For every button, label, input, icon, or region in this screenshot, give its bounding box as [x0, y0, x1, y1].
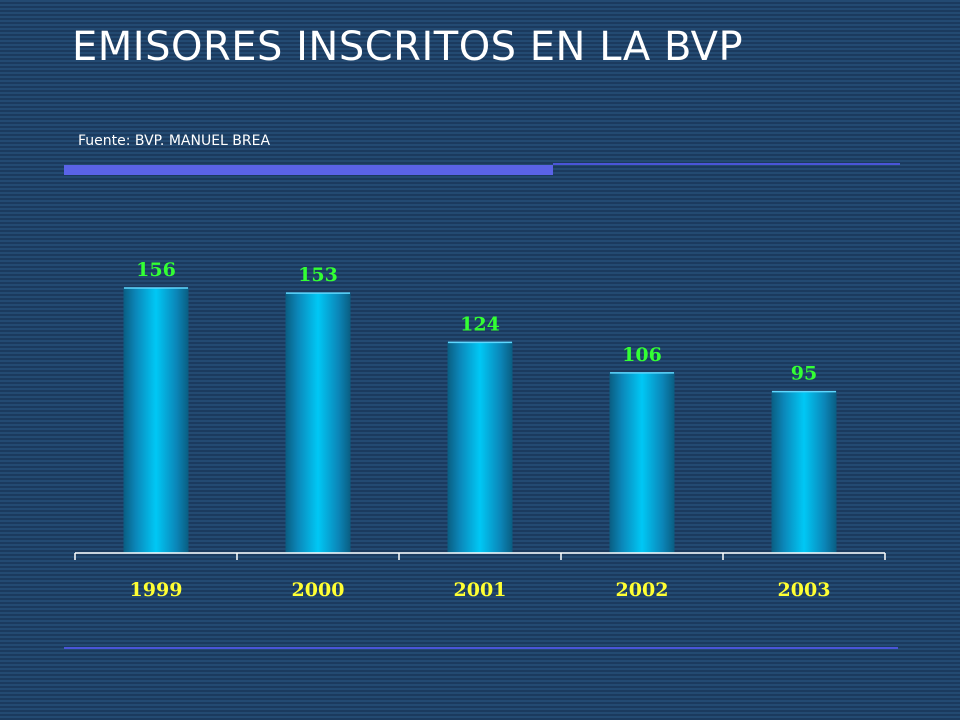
page-title: EMISORES INSCRITOS EN LA BVP	[72, 24, 744, 70]
category-label-1999: 1999	[130, 579, 183, 601]
bar-1999	[123, 287, 189, 554]
bar-2001	[447, 341, 513, 554]
category-label-2001: 2001	[454, 579, 507, 601]
value-label-2002: 106	[622, 344, 662, 366]
category-label-2000: 2000	[292, 579, 345, 601]
category-label-2003: 2003	[778, 579, 831, 601]
value-label-2000: 153	[298, 264, 338, 286]
labels-layer: 156 1999 153 2000 124 2001 106 2002 95 2003	[130, 259, 831, 601]
value-label-2003: 95	[791, 363, 817, 385]
bar-2002	[609, 372, 675, 554]
bars-layer	[123, 287, 837, 554]
source-note: Fuente: BVP. MANUEL BREA	[78, 133, 271, 149]
bar-2000	[285, 292, 351, 554]
bottom-divider	[64, 647, 898, 649]
value-label-1999: 156	[136, 259, 176, 281]
x-axis	[74, 552, 886, 560]
value-label-2001: 124	[460, 313, 500, 335]
bar-2003	[771, 391, 837, 554]
category-label-2002: 2002	[616, 579, 669, 601]
accent-rule	[64, 165, 553, 175]
top-divider	[553, 163, 900, 165]
